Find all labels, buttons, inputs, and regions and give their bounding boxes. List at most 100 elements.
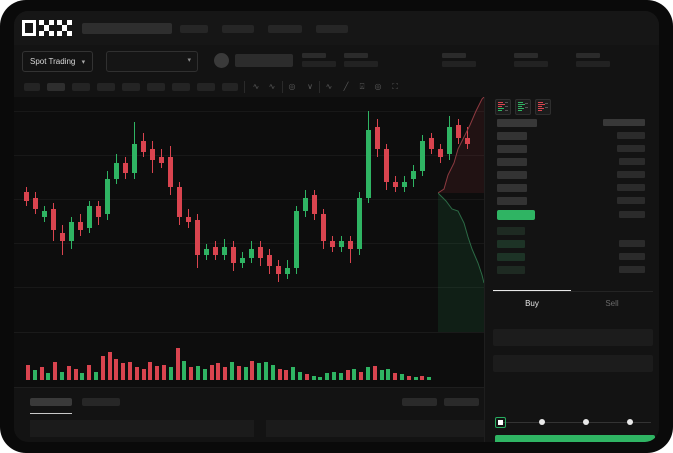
volume-bar <box>359 371 364 380</box>
orderbook-ask-row[interactable] <box>497 132 527 140</box>
compare-icon[interactable]: ◎ <box>288 82 296 91</box>
shapes-icon[interactable]: ⍓ <box>359 82 365 91</box>
candle-body <box>429 138 434 149</box>
toolbar-divider <box>319 81 320 93</box>
interval-5m[interactable] <box>47 83 65 91</box>
interval-4h[interactable] <box>147 83 165 91</box>
volume-bar <box>223 367 228 380</box>
volume-bar <box>298 371 302 380</box>
volume-bar <box>94 371 98 380</box>
volume-bar <box>168 367 173 380</box>
orderbook-ask-row[interactable] <box>497 197 527 205</box>
nav-item-2[interactable] <box>222 25 254 33</box>
nav-item-1[interactable] <box>180 25 208 33</box>
interval-30m[interactable] <box>97 83 115 91</box>
trading-pair-dropdown[interactable]: ▾ <box>106 51 198 72</box>
chevron-down-icon[interactable]: ∨ <box>307 82 313 91</box>
volume-bar <box>202 368 207 380</box>
interval-1w[interactable] <box>197 83 215 91</box>
nav-item-4[interactable] <box>316 25 348 33</box>
candle-body <box>258 246 263 258</box>
fullscreen-icon[interactable]: ⛶ <box>392 82 398 91</box>
interval-15m[interactable] <box>72 83 90 91</box>
stepper-dot[interactable] <box>539 419 545 425</box>
order-amount-input[interactable] <box>493 355 653 372</box>
bottom-tab-open-orders[interactable] <box>30 398 72 406</box>
stat-label <box>344 53 368 58</box>
candle-body <box>267 254 272 266</box>
line-tool-icon[interactable]: ∿ <box>325 82 333 91</box>
candle-body <box>222 246 227 255</box>
candle-body <box>402 181 407 187</box>
volume-bar <box>175 348 180 380</box>
volume-bar <box>87 364 92 380</box>
tab-sell[interactable]: Sell <box>605 299 619 308</box>
volume-bar <box>291 367 296 380</box>
toolbar-divider <box>244 81 245 93</box>
candle-body <box>141 140 146 152</box>
interval-1m[interactable] <box>24 83 40 91</box>
orderbook-ask-row[interactable] <box>497 171 527 179</box>
order-price-input[interactable] <box>493 329 653 346</box>
price-candlestick-chart[interactable] <box>14 97 484 332</box>
stat-24h-volume <box>576 53 610 67</box>
candle-body <box>204 249 209 255</box>
orderbook-bid-row[interactable] <box>497 253 525 261</box>
trading-mode-dropdown[interactable]: Spot Trading ▾ <box>22 51 94 72</box>
bottom-tab-order-history[interactable] <box>82 398 120 406</box>
search-input[interactable] <box>82 23 172 34</box>
place-order-button[interactable] <box>495 435 655 442</box>
volume-bar <box>400 374 404 380</box>
okx-logo-icon[interactable] <box>22 20 72 36</box>
candle-wick <box>467 127 468 149</box>
volume-bar <box>32 370 37 380</box>
candle-body <box>249 249 254 258</box>
bottom-action-2[interactable] <box>444 398 479 406</box>
interval-more[interactable] <box>222 83 238 91</box>
orderbook-bid-row[interactable] <box>497 227 525 235</box>
volume-bar <box>39 367 44 380</box>
orderbook-spread-row[interactable] <box>497 210 535 220</box>
orderbook-ask-row[interactable] <box>497 184 527 192</box>
orderbook-bid-row[interactable] <box>497 266 525 274</box>
stepper-dot[interactable] <box>583 419 589 425</box>
stat-24h-high <box>442 53 476 67</box>
volume-bar <box>379 370 384 380</box>
indicator-icon[interactable]: ∿ <box>268 82 276 91</box>
candlestick-type-icon[interactable]: ∿ <box>252 82 260 91</box>
orderbook-mode-asks-icon[interactable] <box>535 99 551 115</box>
market-depth-overlay <box>438 97 484 332</box>
magnet-icon[interactable]: ◎ <box>374 82 382 91</box>
amount-percent-stepper[interactable] <box>495 417 655 429</box>
orderbook-mode-bids-icon[interactable] <box>515 99 531 115</box>
volume-histogram[interactable] <box>14 332 484 388</box>
order-book-rows[interactable] <box>485 117 659 302</box>
stepper-dot[interactable] <box>627 419 633 425</box>
candle-body <box>438 149 443 158</box>
stat-value <box>344 61 378 67</box>
stepper-handle[interactable] <box>495 417 506 428</box>
bottom-action-1[interactable] <box>402 398 437 406</box>
volume-bar <box>182 360 187 380</box>
tab-buy[interactable]: Buy <box>525 299 539 308</box>
candle-body <box>42 211 47 217</box>
trendline-icon[interactable]: ╱ <box>343 82 349 91</box>
bottom-tab-active-underline <box>30 413 72 414</box>
candle-body <box>150 149 155 160</box>
interval-1h[interactable] <box>122 83 140 91</box>
trading-mode-label: Spot Trading <box>30 57 76 66</box>
orderbook-ask-size <box>617 184 645 191</box>
volume-bar <box>264 361 268 380</box>
orderbook-ask-row[interactable] <box>497 158 527 166</box>
orderbook-mode-both-icon[interactable] <box>495 99 511 115</box>
candle-body <box>330 241 335 247</box>
volume-bar <box>128 361 132 380</box>
orderbook-bid-row[interactable] <box>497 240 525 248</box>
orderbook-bid-size <box>619 253 645 260</box>
candle-body <box>33 197 38 209</box>
candle-body <box>105 178 110 215</box>
volume-bar <box>162 364 166 380</box>
orderbook-ask-row[interactable] <box>497 145 527 153</box>
interval-1d[interactable] <box>172 83 190 91</box>
nav-item-3[interactable] <box>268 25 302 33</box>
